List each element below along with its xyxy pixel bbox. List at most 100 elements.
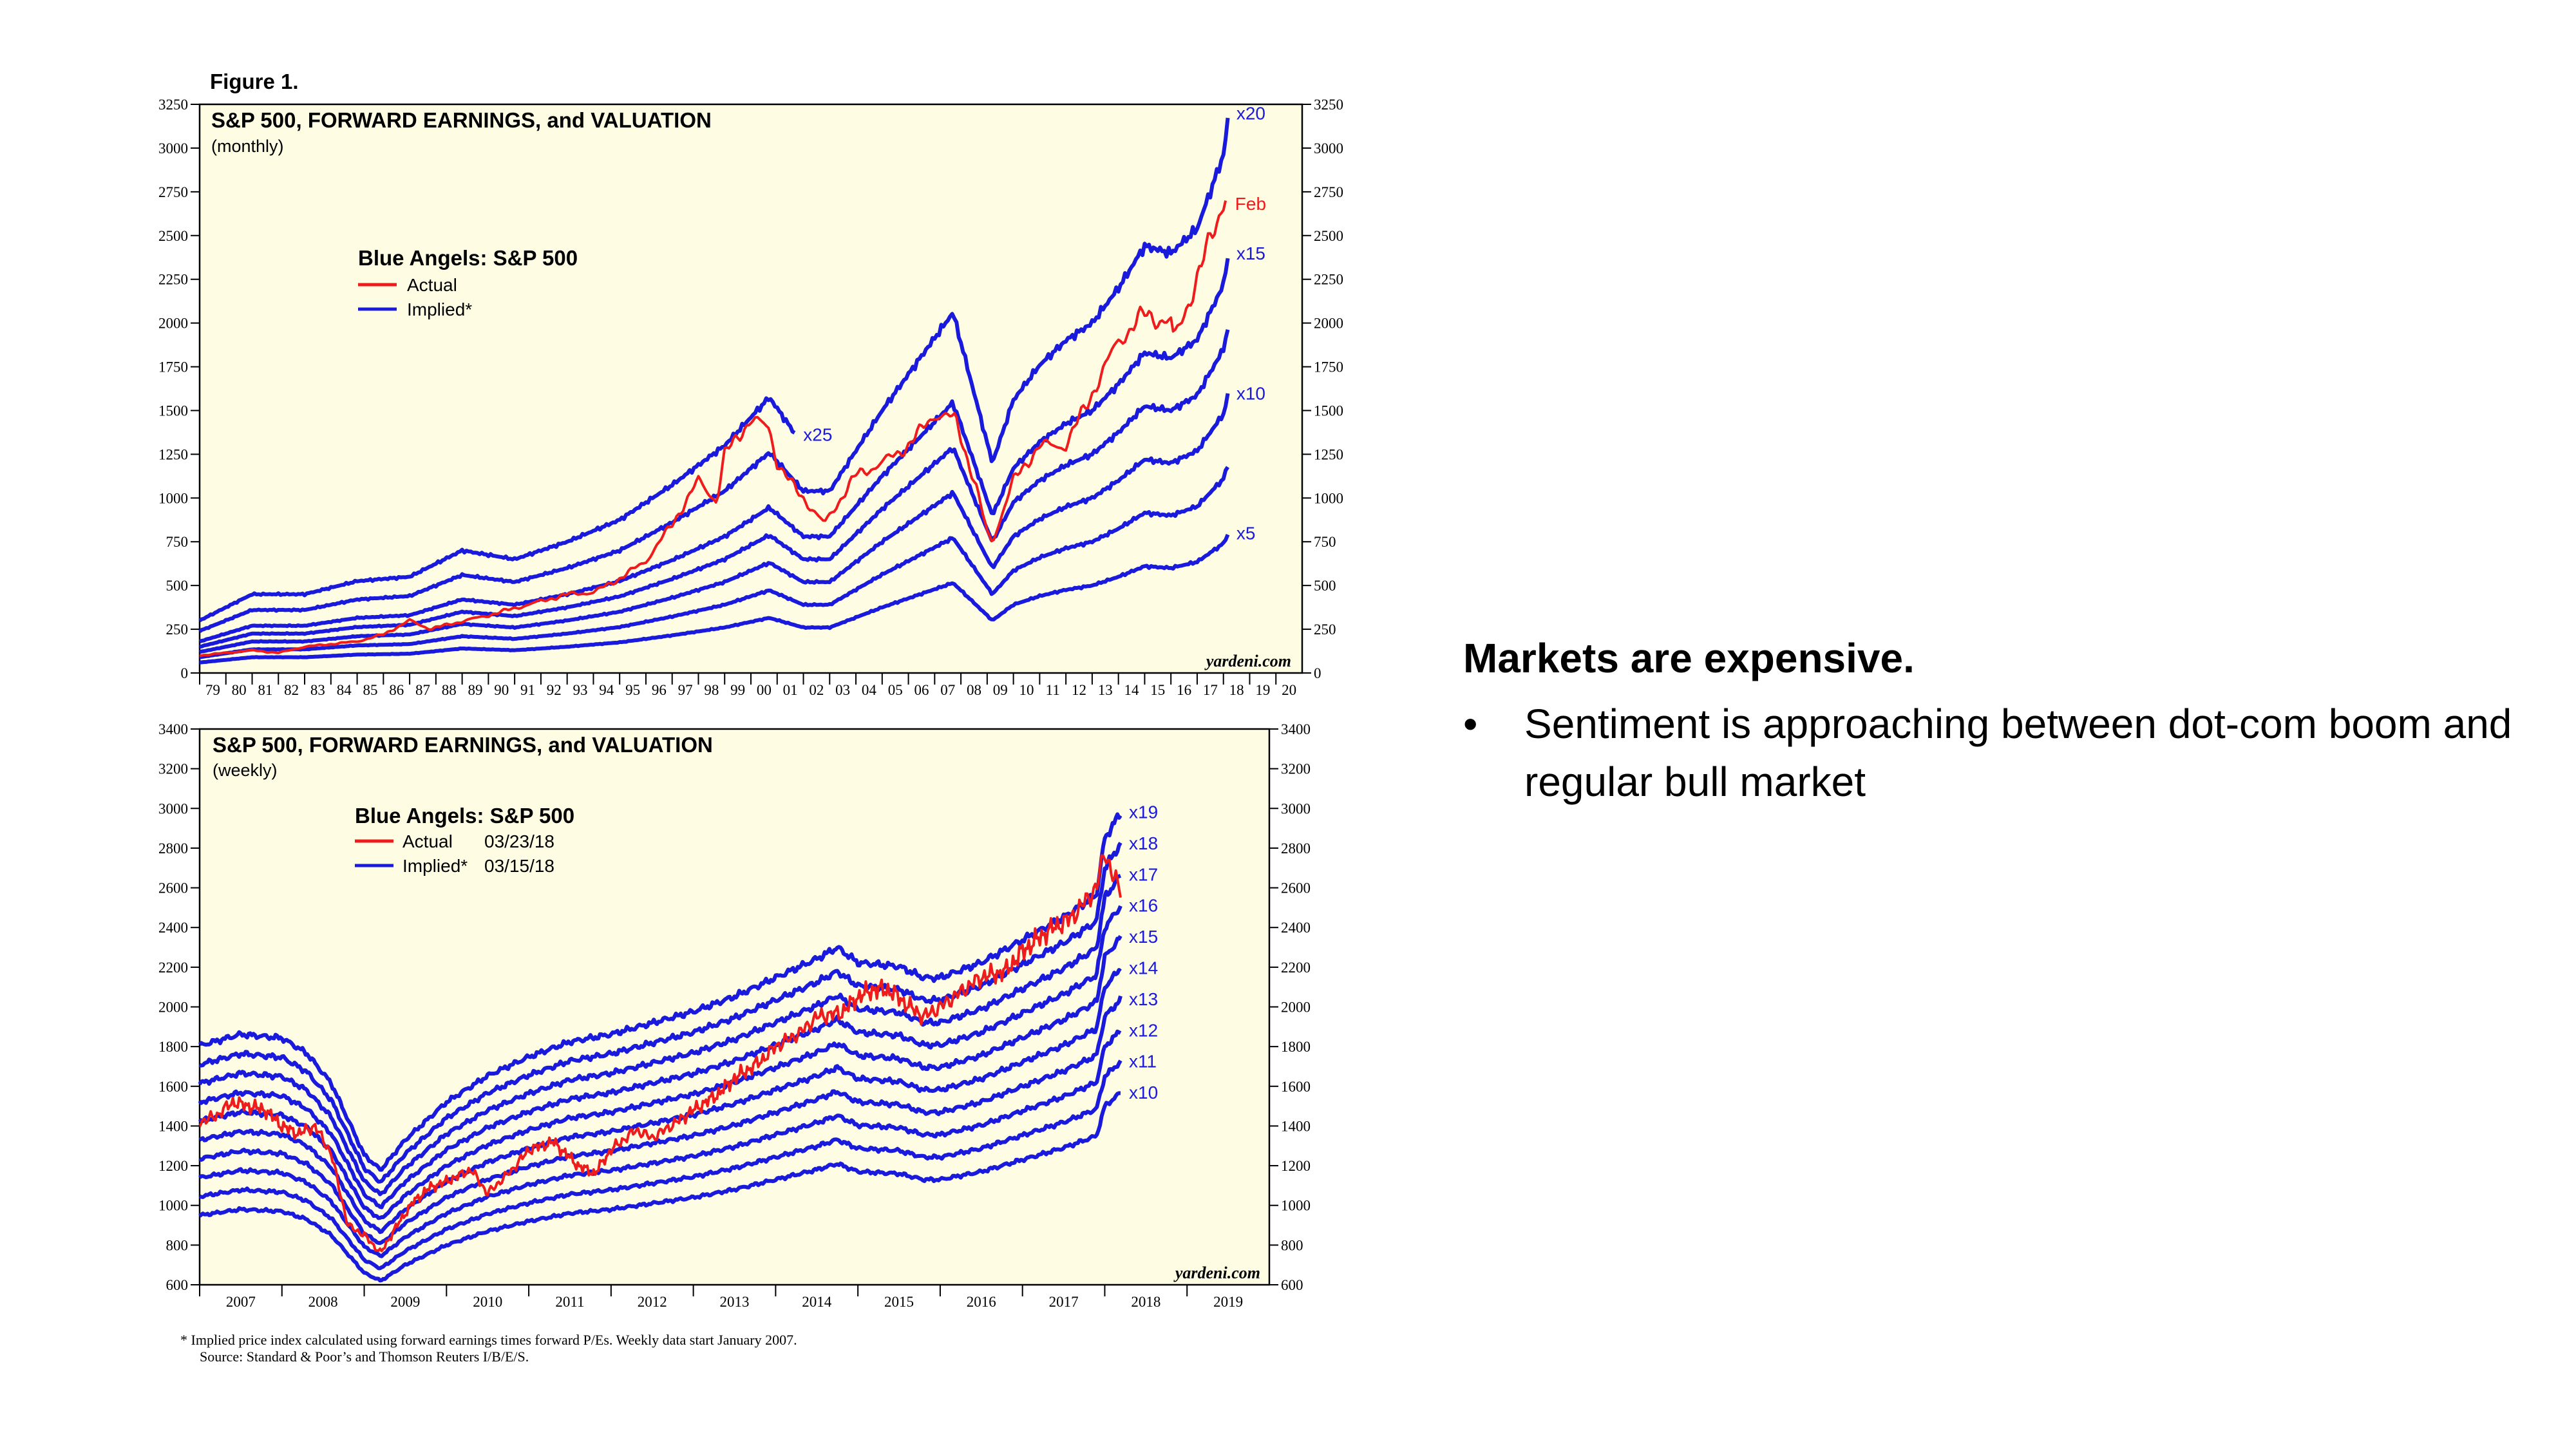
monthly-x-tick-label: 01 [783, 682, 798, 698]
weekly-y-tick-label-left: 600 [166, 1277, 189, 1293]
monthly-x-tick-label: 97 [678, 682, 693, 698]
monthly-y-tick-label-right: 0 [1314, 665, 1321, 681]
weekly-legend-actual-date: 03/23/18 [484, 831, 554, 851]
monthly-implied-line [199, 466, 1230, 659]
monthly-implied-line-x20 [198, 117, 1230, 633]
weekly-implied-line-x17-label: x17 [1129, 864, 1158, 884]
weekly-x-tick-label: 2019 [1213, 1294, 1243, 1310]
weekly-y-tick-label-right: 3200 [1281, 761, 1311, 777]
weekly-y-tick-label-right: 1600 [1281, 1079, 1311, 1095]
monthly-y-tick-label-left: 1750 [158, 359, 188, 375]
weekly-x-tick-label: 2015 [884, 1294, 914, 1310]
monthly-x-tick-label: 93 [573, 682, 588, 698]
monthly-x-tick-label: 16 [1177, 682, 1191, 698]
monthly-y-tick-label-left: 1000 [158, 490, 188, 506]
monthly-x-tick-label: 83 [310, 682, 325, 698]
weekly-implied-line-x19-label: x19 [1129, 802, 1158, 822]
weekly-actual-line [198, 854, 1122, 1253]
monthly-x-tick-label: 19 [1255, 682, 1270, 698]
monthly-y-tick-label-right: 1500 [1314, 402, 1343, 419]
monthly-x-tick-label: 89 [468, 682, 483, 698]
monthly-y-tick-label-right: 1750 [1314, 359, 1343, 375]
monthly-x-tick-label: 07 [940, 682, 955, 698]
weekly-implied-line-x15-label: x15 [1129, 927, 1158, 947]
weekly-y-tick-label-left: 2800 [158, 840, 188, 857]
monthly-x-tick-label: 12 [1072, 682, 1086, 698]
monthly-chart-subtitle: (monthly) [211, 137, 284, 156]
bullet-symbol: • [1463, 701, 1478, 747]
weekly-implied-line-x11-label: x11 [1129, 1052, 1157, 1072]
weekly-y-tick-label-left: 2200 [158, 960, 188, 976]
monthly-y-tick-label-right: 1250 [1314, 446, 1343, 462]
weekly-y-tick-label-right: 3400 [1281, 721, 1311, 737]
weekly-y-tick-label-left: 2400 [158, 920, 188, 936]
commentary-heading: Markets are expensive. [1463, 635, 1915, 681]
weekly-implied-line-x17 [198, 873, 1122, 1197]
monthly-x-tick-label: 81 [258, 682, 272, 698]
weekly-implied-line-x15 [198, 934, 1122, 1220]
weekly-y-tick-label-right: 2400 [1281, 920, 1311, 936]
monthly-y-tick-label-right: 250 [1314, 621, 1336, 638]
monthly-y-tick-label-left: 250 [166, 621, 189, 638]
weekly-legend-implied-label: Implied* [402, 856, 468, 876]
monthly-y-tick-label-left: 500 [166, 578, 189, 594]
monthly-x-tick-label: 14 [1124, 682, 1140, 698]
weekly-implied-line-x13 [198, 995, 1122, 1245]
monthly-x-tick-label: 87 [415, 682, 430, 698]
weekly-chart: S&P 500, FORWARD EARNINGS, and VALUATION… [158, 721, 1311, 1310]
monthly-y-tick-label-right: 3000 [1314, 140, 1343, 156]
monthly-y-tick-label-right: 2250 [1314, 272, 1343, 288]
monthly-x-tick-label: 09 [993, 682, 1008, 698]
monthly-y-tick-label-left: 2250 [158, 272, 188, 288]
monthly-y-tick-label-right: 750 [1314, 534, 1336, 550]
weekly-x-tick-label: 2018 [1131, 1294, 1160, 1310]
monthly-x-tick-label: 17 [1203, 682, 1218, 698]
weekly-y-tick-label-left: 2000 [158, 999, 188, 1016]
monthly-y-tick-label-left: 750 [166, 534, 189, 550]
weekly-implied-line-x16-label: x16 [1129, 896, 1158, 916]
monthly-y-tick-label-right: 500 [1314, 578, 1336, 594]
weekly-legend-actual-label: Actual [402, 831, 453, 851]
weekly-watermark: yardeni.com [1173, 1264, 1260, 1282]
commentary: Markets are expensive. • Sentiment is ap… [1463, 634, 2558, 811]
monthly-x-tick-label: 84 [337, 682, 352, 698]
commentary-bullet-text: Sentiment is approaching between dot-com… [1524, 701, 2512, 805]
monthly-implied-line-x15-label: x15 [1236, 243, 1265, 263]
figure-label: Figure 1. [210, 70, 299, 93]
monthly-implied-line-x5 [199, 533, 1230, 665]
weekly-x-tick-label: 2017 [1049, 1294, 1079, 1310]
weekly-x-tick-label: 2012 [638, 1294, 667, 1310]
monthly-implied-line-x15 [199, 258, 1230, 644]
weekly-y-tick-label-left: 1000 [158, 1198, 188, 1214]
monthly-x-tick-label: 86 [389, 682, 404, 698]
monthly-x-tick-label: 88 [442, 682, 457, 698]
monthly-implied-line [199, 329, 1230, 649]
monthly-y-tick-label-left: 1500 [158, 402, 188, 419]
weekly-chart-subtitle: (weekly) [213, 761, 278, 780]
monthly-legend-actual-label: Actual [407, 275, 457, 295]
weekly-y-tick-label-right: 1200 [1281, 1158, 1311, 1174]
weekly-y-tick-label-right: 1000 [1281, 1198, 1311, 1214]
monthly-y-tick-label-left: 3000 [158, 140, 188, 156]
monthly-x-tick-label: 98 [704, 682, 719, 698]
monthly-legend-implied-label: Implied* [407, 299, 472, 319]
weekly-y-tick-label-left: 1400 [158, 1118, 188, 1134]
monthly-y-tick-label-right: 3250 [1314, 97, 1343, 113]
weekly-x-tick-label: 2014 [802, 1294, 832, 1310]
weekly-y-tick-label-left: 1600 [158, 1079, 188, 1095]
weekly-implied-line-x18-label: x18 [1129, 833, 1158, 853]
weekly-y-tick-label-left: 2600 [158, 880, 188, 896]
footnote-implied-definition: * Implied price index calculated using f… [180, 1332, 797, 1348]
monthly-x-tick-label: 99 [730, 682, 745, 698]
monthly-y-tick-label-right: 2000 [1314, 316, 1343, 332]
weekly-y-tick-label-left: 1800 [158, 1039, 188, 1055]
footnote-source: Source: Standard & Poor’s and Thomson Re… [200, 1349, 529, 1365]
weekly-y-tick-label-left: 3000 [158, 800, 188, 817]
weekly-chart-title: S&P 500, FORWARD EARNINGS, and VALUATION [213, 733, 713, 757]
weekly-implied-line-x11 [199, 1059, 1122, 1271]
weekly-implied-line-x12-label: x12 [1129, 1020, 1158, 1040]
monthly-y-tick-label-left: 1250 [158, 446, 188, 462]
monthly-x-tick-label: 85 [363, 682, 377, 698]
monthly-y-tick-label-right: 1000 [1314, 490, 1343, 506]
